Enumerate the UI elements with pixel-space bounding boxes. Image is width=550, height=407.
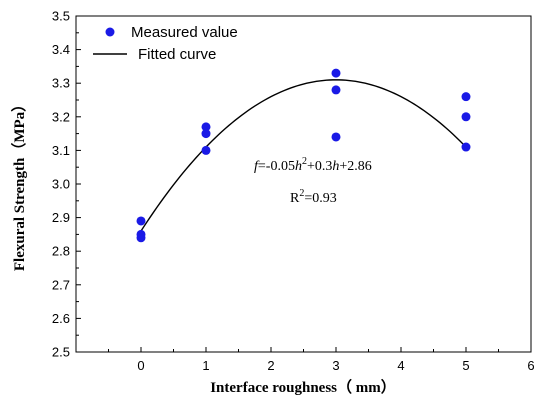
y-tick-label: 2.9: [52, 210, 70, 225]
data-point: [331, 68, 341, 78]
eq-mid: =-0.05: [258, 159, 295, 174]
y-tick-label: 3.0: [52, 177, 70, 192]
data-point: [201, 129, 211, 139]
data-point: [461, 112, 471, 122]
fit-equation: f=-0.05h2+0.3h+2.86: [254, 156, 372, 174]
y-tick-label: 2.7: [52, 277, 70, 292]
x-tick-label: 5: [462, 358, 469, 373]
y-tick-label: 3.2: [52, 109, 70, 124]
y-tick-label: 2.6: [52, 311, 70, 326]
axis-ticks: [75, 15, 532, 353]
tick-labels: 0 1 2 3 4 5 6 2.5 2.6 2.7 2.8 2.9 3.0 3.1 3.2 3.3 3.4 3.5: [52, 9, 535, 374]
y-tick-label: 2.5: [52, 345, 70, 360]
data-point: [136, 216, 146, 226]
y-tick-label: 3.5: [52, 9, 70, 24]
legend-label-fitted: Fitted curve: [138, 46, 216, 63]
data-point: [136, 233, 146, 243]
y-tick-label: 3.1: [52, 143, 70, 158]
x-axis-title: Interface roughness（ mm）: [210, 378, 396, 396]
data-point: [461, 92, 471, 102]
legend-marker-measured: [105, 27, 115, 37]
measured-points: [136, 68, 471, 243]
x-tick-label: 2: [267, 358, 274, 373]
r-squared: R2=0.93: [290, 188, 337, 206]
x-tick-label: 4: [397, 358, 404, 373]
data-point: [461, 142, 471, 152]
data-point: [331, 132, 341, 142]
data-point: [201, 122, 211, 132]
eq-h1: h: [295, 159, 302, 174]
data-point: [201, 145, 211, 155]
y-tick-label: 2.8: [52, 244, 70, 259]
plot-frame: [75, 15, 532, 353]
y-tick-label: 3.4: [52, 42, 70, 57]
fitted-curve-line: [140, 79, 467, 232]
r2-base: R: [290, 191, 300, 206]
r2-value: =0.93: [304, 191, 336, 206]
x-tick-label: 0: [137, 358, 144, 373]
x-tick-label: 3: [332, 358, 339, 373]
x-tick-label: 6: [527, 358, 534, 373]
legend: Measured value Fitted curve: [93, 24, 238, 63]
eq-f: f: [254, 159, 260, 174]
y-tick-label: 3.3: [52, 76, 70, 91]
eq-h2: h: [332, 159, 339, 174]
eq-mid2: +0.3: [307, 159, 332, 174]
r2-sup: 2: [299, 188, 304, 199]
x-tick-label: 1: [202, 358, 209, 373]
y-axis-title: Flexural Strength（MPa）: [10, 97, 28, 271]
legend-label-measured: Measured value: [131, 24, 238, 41]
data-point: [331, 85, 341, 95]
eq-sq: 2: [302, 156, 307, 167]
eq-tail: +2.86: [339, 159, 371, 174]
